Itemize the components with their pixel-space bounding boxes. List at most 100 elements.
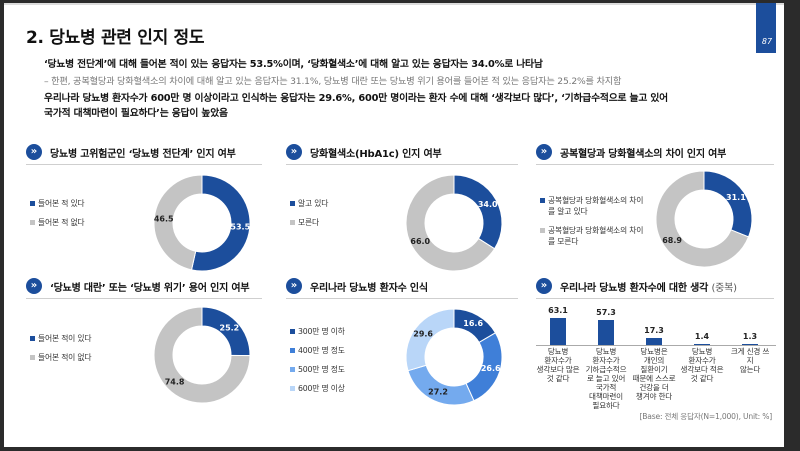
legend-item: 500만 명 정도 [290, 364, 400, 375]
donut-value-label: 26.6 [481, 364, 501, 373]
section-title: 공복혈당과 당화혈색소의 차이 인지 여부 [560, 148, 727, 160]
donut-slice [453, 174, 503, 250]
legend-item: 들어본 적 있다 [30, 198, 150, 209]
section-header-hba1c: » 당화혈색소(HbA1c) 인지 여부 [286, 144, 442, 160]
legend-label: 들어본 적 있다 [38, 199, 85, 208]
legend-item: 들어본 적이 없다 [30, 352, 150, 363]
chevron-right-icon: » [536, 278, 552, 294]
bar [550, 317, 566, 345]
legend-swatch [290, 348, 295, 353]
section-title: 당뇨병 고위험군인 ‘당뇨병 전단계’ 인지 여부 [50, 148, 236, 160]
donut-value-label: 16.6 [463, 319, 483, 328]
donut-chart-glucose-difference: 31.1 68.9 [655, 170, 753, 268]
donut-value-label: 29.6 [413, 329, 433, 338]
bar [742, 344, 758, 345]
donut-value-label: 31.1 [726, 193, 746, 202]
section-rule [286, 298, 518, 299]
legend-label: 공복혈당과 당화혈색소의 차이를 알고 있다 [548, 196, 644, 216]
base-note: [Base: 전체 응답자(N=1,000), Unit: %] [639, 412, 772, 421]
donut-value-label: 46.5 [154, 214, 174, 223]
section-header-prediabetes: » 당뇨병 고위험군인 ‘당뇨병 전단계’ 인지 여부 [26, 144, 236, 160]
bar-category-label: 당뇨병 환자수가 기하급수적으 로 늘고 있어 국가적 대책마련이 필요하다 [585, 347, 627, 410]
section-subtitle: (중복) [711, 282, 737, 294]
legend-item: 모른다 [290, 217, 400, 228]
summary-line-3: 우리나라 당뇨병 환자수가 600만 명 이상이라고 인식하는 응답자는 29.… [44, 93, 668, 104]
page-tab [756, 3, 776, 53]
section-title: 당화혈색소(HbA1c) 인지 여부 [310, 148, 442, 160]
chevron-right-icon: » [26, 144, 42, 160]
donut-value-label: 66.0 [410, 237, 430, 246]
donut-slice [405, 308, 455, 372]
legend-label: 300만 명 이하 [298, 327, 345, 336]
legend-item: 들어본 적 없다 [30, 217, 150, 228]
bar-category-label: 당뇨병 환자수가 생각보다 적은 것 같다 [680, 347, 724, 383]
legend-swatch [540, 228, 545, 233]
legend-swatch [30, 336, 35, 341]
chevron-right-icon: » [286, 144, 302, 160]
legend-label: 모른다 [298, 218, 319, 227]
donut-slice [703, 170, 753, 238]
legend-swatch [290, 367, 295, 372]
section-rule [536, 164, 774, 165]
section-header-patient-opinion: » 우리나라 당뇨병 환자수에 대한 생각 (중복) [536, 278, 737, 294]
bar-value-label: 17.3 [644, 325, 664, 335]
bar-chart-patient-opinion: 63.1 당뇨병 환자수가 생각보다 많은 것 같다 57.3 당뇨병 환자수가 기하급수적으 로… [536, 299, 776, 419]
legend-label: 500만 명 정도 [298, 365, 345, 374]
donut-chart-hba1c: 34.0 66.0 [405, 174, 503, 272]
donut-chart-patient-count: 16.6 26.6 27.2 29.6 [405, 308, 503, 406]
summary-line-1: ‘당뇨병 전단계’에 대해 들어본 적이 있는 응답자는 53.5%이며, ‘당… [44, 59, 543, 70]
summary-line-4: 국가적 대책마련이 필요하다’는 응답이 높았음 [44, 108, 228, 119]
section-rule [286, 164, 518, 165]
legend-label: 공복혈당과 당화혈색소의 차이를 모른다 [548, 226, 644, 246]
chevron-right-icon: » [26, 278, 42, 294]
donut-value-label: 68.9 [662, 236, 682, 245]
section-rule [26, 164, 262, 165]
legend-item: 공복혈당과 당화혈색소의 차이를 모른다 [540, 225, 650, 247]
legend-item: 공복혈당과 당화혈색소의 차이를 알고 있다 [540, 195, 650, 217]
bar-category-label: 크게 신경 쓰지 않는다 [730, 347, 770, 374]
donut-slice [190, 174, 251, 272]
section-header-patient-count: » 우리나라 당뇨병 환자수 인식 [286, 278, 428, 294]
legend-label: 400만 명 정도 [298, 346, 345, 355]
legend-label: 알고 있다 [298, 199, 329, 208]
donut-chart-prediabetes: 53.5 46.5 [153, 174, 251, 272]
section-rule [536, 298, 774, 299]
donut-chart-crisis-term: 25.2 74.8 [153, 306, 251, 404]
section-header-crisis-term: » ‘당뇨병 대란’ 또는 ‘당뇨병 위기’ 용어 인지 여부 [26, 278, 250, 294]
legend-swatch [540, 198, 545, 203]
section-rule [26, 298, 262, 299]
bar [598, 320, 614, 345]
legend-label: 들어본 적 없다 [38, 218, 85, 227]
page-number: 87 [761, 37, 773, 46]
bar [646, 337, 662, 345]
legend-label: 600만 명 이상 [298, 384, 345, 393]
legend-label: 들어본 적이 없다 [38, 353, 92, 362]
legend-swatch [30, 201, 35, 206]
legend-item: 알고 있다 [290, 198, 400, 209]
legend-item: 600만 명 이상 [290, 383, 400, 394]
legend-swatch [290, 386, 295, 391]
bar-value-label: 57.3 [596, 308, 616, 318]
section-title: ‘당뇨병 대란’ 또는 ‘당뇨병 위기’ 용어 인지 여부 [50, 282, 250, 294]
legend-item: 400만 명 정도 [290, 345, 400, 356]
legend-swatch [30, 355, 35, 360]
section-title: 우리나라 당뇨병 환자수 인식 [310, 282, 428, 294]
summary-line-2: – 한편, 공복혈당과 당화혈색소의 차이에 대해 알고 있는 응답자는 31.… [44, 76, 622, 87]
legend-swatch [290, 220, 295, 225]
bar-value-label: 63.1 [548, 305, 568, 315]
chevron-right-icon: » [536, 144, 552, 160]
bar-axis-baseline [536, 345, 776, 346]
legend-swatch [30, 220, 35, 225]
donut-slice [407, 364, 475, 406]
bar [694, 344, 710, 345]
donut-slice [405, 174, 496, 272]
legend-label: 들어본 적이 있다 [38, 334, 92, 343]
donut-value-label: 25.2 [220, 323, 240, 332]
legend-swatch [290, 329, 295, 334]
donut-slice [655, 170, 750, 268]
donut-value-label: 74.8 [165, 378, 185, 387]
